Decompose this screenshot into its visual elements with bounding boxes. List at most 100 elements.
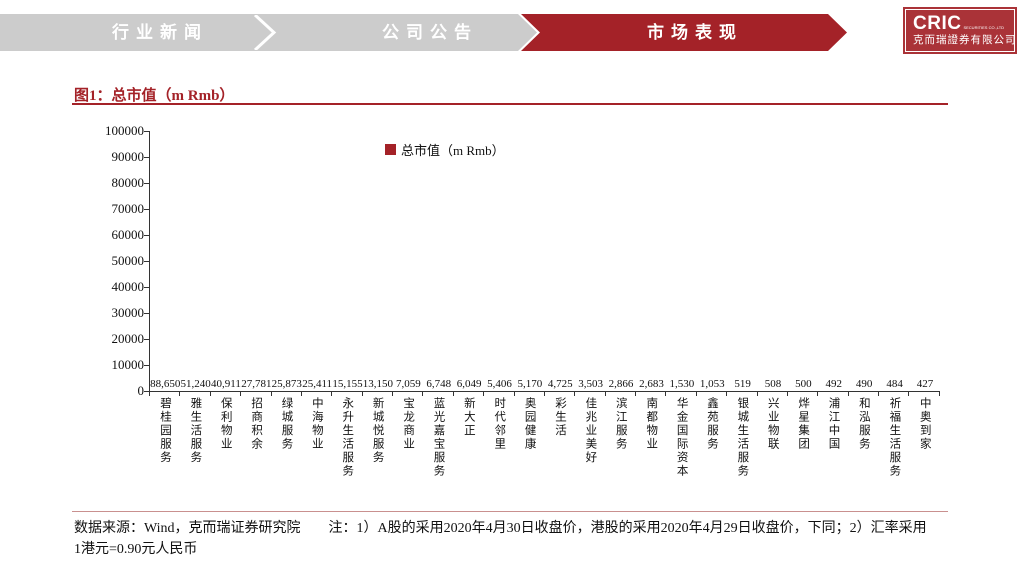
bar-slot: 492	[819, 378, 849, 391]
bar-slot: 5,406	[484, 378, 514, 391]
legend-label: 总市值（m Rmb）	[401, 143, 505, 158]
category-label: 和泓服务	[848, 397, 878, 509]
x-tick-mark	[361, 392, 363, 396]
y-tick-mark	[144, 339, 149, 340]
bar-slot: 519	[727, 378, 757, 391]
category-label-text: 蓝光嘉宝服务	[432, 397, 445, 478]
tab-company-announcements[interactable]: 公司公告	[310, 14, 550, 51]
y-axis-ticks	[144, 131, 149, 392]
bar-slot: 484	[879, 378, 909, 391]
x-tick-mark	[604, 392, 606, 396]
x-tick-mark	[908, 392, 910, 396]
chart-legend: 总市值（m Rmb）	[385, 140, 505, 159]
x-tick-mark	[300, 392, 302, 396]
category-label-text: 银城生活服务	[736, 397, 749, 478]
bar-value-label: 88,650	[150, 378, 181, 390]
y-tick-mark	[144, 157, 149, 158]
bar-value-label: 40,911	[211, 378, 241, 390]
bar-value-label: 508	[764, 378, 782, 390]
category-label: 佳兆业美好	[574, 397, 604, 509]
category-label-text: 新城悦服务	[371, 397, 384, 465]
cric-company-name: 克而瑞證券有限公司	[913, 35, 1017, 46]
bar-slot: 25,411	[302, 378, 332, 391]
category-label-text: 兴业物联	[766, 397, 779, 451]
y-tick-label: 30000	[111, 305, 145, 320]
x-tick-mark	[179, 392, 181, 396]
tab-market-performance[interactable]	[521, 14, 847, 51]
category-label-text: 鑫苑服务	[705, 397, 718, 451]
bar-value-label: 519	[734, 378, 751, 390]
category-label-text: 绿城服务	[280, 397, 293, 451]
bar-value-label: 51,240	[180, 378, 211, 390]
bar-value-label: 6,748	[426, 378, 452, 390]
category-label: 中海物业	[301, 397, 331, 509]
bar-value-label: 27,781	[241, 378, 272, 390]
bar-slot: 4,725	[545, 378, 575, 391]
bar-value-label: 427	[916, 378, 934, 390]
bar-value-label: 5,406	[487, 378, 512, 390]
bar-value-label: 13,150	[362, 378, 394, 390]
bar-slot: 427	[910, 378, 940, 391]
y-tick-label: 100000	[105, 123, 144, 138]
category-label: 蓝光嘉宝服务	[423, 397, 453, 509]
x-tick-mark	[847, 392, 849, 396]
bar-slot: 7,059	[393, 378, 423, 391]
x-tick-mark	[209, 392, 211, 396]
category-label-text: 保利物业	[219, 397, 232, 451]
category-label: 奥园健康	[514, 397, 544, 509]
bar-slot: 6,748	[424, 378, 454, 391]
x-tick-mark	[726, 392, 728, 396]
bar-slot: 1,530	[667, 378, 697, 391]
y-tick-mark	[144, 261, 149, 262]
tab-industry-news[interactable]: 行业新闻	[40, 14, 280, 51]
bar-value-label: 5,170	[517, 378, 543, 390]
cric-logo: CRIC SECURITIES CO.,LTD 克而瑞證券有限公司	[903, 7, 1017, 54]
y-tick-mark	[144, 209, 149, 210]
bar-slot: 25,873	[272, 378, 302, 391]
bars-row: 88,650 51,240 40,911 27,781 25,873 25,411 15,1…	[150, 131, 940, 391]
bar-value-label: 7,059	[395, 378, 421, 390]
plot-area: 总市值（m Rmb） 88,650 51,240 40,911 27,781 25,87…	[149, 131, 940, 392]
x-tick-mark	[270, 392, 272, 396]
category-label-text: 南都物业	[645, 397, 658, 451]
x-tick-mark	[635, 392, 636, 396]
bar-slot: 51,240	[180, 378, 210, 391]
x-tick-mark	[817, 392, 819, 396]
x-tick-mark	[878, 392, 879, 396]
category-label: 新城悦服务	[362, 397, 392, 509]
category-label: 南都物业	[635, 397, 665, 509]
figure-title: 图1：总市值（m Rmb）	[74, 88, 235, 104]
category-label: 华金国际资本	[666, 397, 696, 509]
x-tick-mark	[665, 392, 667, 396]
category-label: 彩生活	[544, 397, 574, 509]
category-label-text: 彩生活	[554, 397, 567, 438]
category-label-text: 奥园健康	[523, 397, 536, 451]
bar-value-label: 25,873	[271, 378, 302, 390]
x-tick-mark	[938, 392, 940, 396]
y-tick-mark	[144, 391, 149, 392]
category-label-text: 永升生活服务	[341, 397, 354, 478]
bar-value-label: 25,411	[302, 378, 333, 390]
x-tick-mark	[483, 392, 485, 396]
x-tick-mark	[149, 392, 150, 396]
tab-market-performance-label[interactable]: 市场表现	[575, 14, 815, 51]
category-label: 招商积余	[240, 397, 270, 509]
x-tick-mark	[422, 392, 424, 396]
bar-value-label: 4,725	[547, 378, 573, 390]
category-label-text: 招商积余	[250, 397, 263, 451]
x-tick-mark	[513, 392, 515, 396]
footer-separator	[72, 511, 948, 512]
bar-value-label: 1,530	[669, 378, 695, 390]
category-label: 浦江中国	[818, 397, 848, 509]
y-tick-label: 70000	[111, 201, 145, 216]
category-label: 中奥到家	[909, 397, 939, 509]
bar-slot: 27,781	[241, 378, 271, 391]
tab-band-gray-segment	[0, 14, 537, 51]
bar-slot: 5,170	[515, 378, 545, 391]
bar-value-label: 492	[825, 378, 843, 390]
y-tick-mark	[144, 183, 149, 184]
bar-slot: 500	[788, 378, 818, 391]
x-tick-mark	[756, 392, 758, 396]
category-label-text: 滨江服务	[614, 397, 627, 451]
